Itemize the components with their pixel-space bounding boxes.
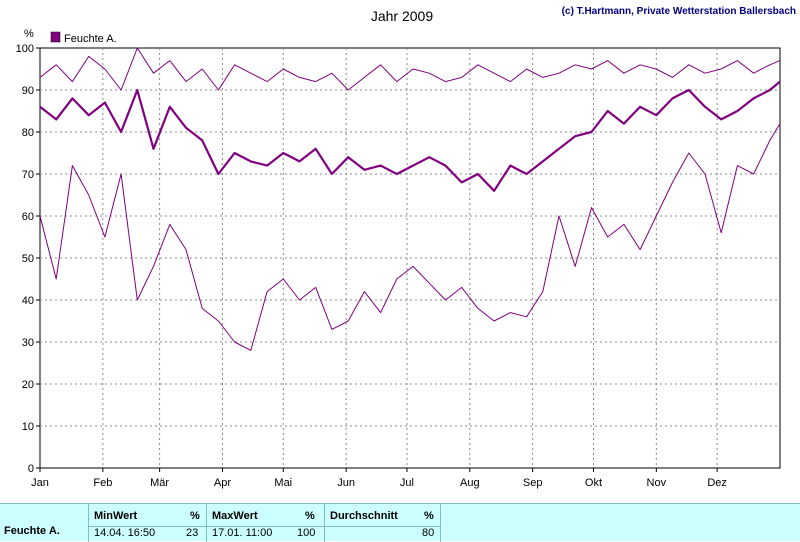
- series-line-min: [39, 123, 781, 351]
- stats-row-divider: [88, 526, 440, 527]
- avg-unit: %: [424, 510, 434, 522]
- x-tick-label-Apr: Apr: [214, 477, 231, 489]
- y-tick-label: 10: [22, 421, 34, 433]
- y-tick-label: 100: [16, 43, 34, 55]
- x-tick-label-Nov: Nov: [647, 477, 667, 489]
- x-tick-label-Dez: Dez: [707, 477, 727, 489]
- avg-value: 80: [422, 527, 435, 539]
- x-tick-label-Sep: Sep: [523, 477, 543, 489]
- x-tick-label-Mär: Mär: [150, 477, 169, 489]
- stats-divider: [88, 504, 89, 542]
- min-header: MinWert: [94, 510, 138, 522]
- min-datetime: 14.04. 16:50: [94, 527, 156, 539]
- series-layer: [39, 47, 781, 351]
- grid: [40, 48, 780, 468]
- copyright-text: (c) T.Hartmann, Private Wetterstation Ba…: [562, 6, 796, 17]
- max-value: 100: [297, 527, 316, 539]
- stats-divider: [206, 504, 207, 542]
- x-tick-label-Jul: Jul: [400, 477, 414, 489]
- legend-swatch: [50, 31, 61, 43]
- stats-panel: Feuchte A. MinWert % 14.04. 16:50 23 Max…: [0, 503, 800, 542]
- y-tick-label: 80: [22, 127, 34, 139]
- y-tick-label: 30: [22, 337, 34, 349]
- max-header: MaxWert: [212, 510, 258, 522]
- min-value: 23: [186, 527, 199, 539]
- avg-header: Durchschnitt: [330, 510, 398, 522]
- legend-label: Feuchte A.: [64, 33, 117, 45]
- x-tick-label-Aug: Aug: [460, 477, 480, 489]
- stats-divider: [324, 504, 325, 542]
- humidity-chart: 0 10 20 30 40 50 60 70 80 90 100 Jan Feb Mär Apr Mai Jun…: [16, 6, 796, 489]
- stats-divider: [440, 504, 441, 542]
- stats-series-label: Feuchte A.: [4, 525, 60, 537]
- axes: 0 10 20 30 40 50 60 70 80 90 100 Jan Feb Mär Apr Mai Jun…: [16, 43, 727, 489]
- series-line-mean: [39, 80, 781, 192]
- max-datetime: 17.01. 11:00: [212, 527, 273, 539]
- chart-title: Jahr 2009: [371, 8, 433, 24]
- series-line-max: [39, 47, 781, 91]
- max-unit: %: [305, 510, 315, 522]
- y-tick-label: 90: [22, 85, 34, 97]
- x-tick-label-Jan: Jan: [31, 477, 49, 489]
- y-tick-label: 70: [22, 169, 34, 181]
- y-tick-label: 40: [22, 295, 34, 307]
- y-tick-label: 0: [28, 463, 34, 475]
- y-axis-label: %: [24, 28, 34, 40]
- y-tick-label: 60: [22, 211, 34, 223]
- min-unit: %: [190, 510, 200, 522]
- y-tick-label: 50: [22, 253, 34, 265]
- x-tick-label-Mai: Mai: [274, 477, 292, 489]
- x-tick-label-Jun: Jun: [337, 477, 355, 489]
- y-tick-label: 20: [22, 379, 34, 391]
- x-tick-label-Okt: Okt: [585, 477, 602, 489]
- x-tick-label-Feb: Feb: [93, 477, 112, 489]
